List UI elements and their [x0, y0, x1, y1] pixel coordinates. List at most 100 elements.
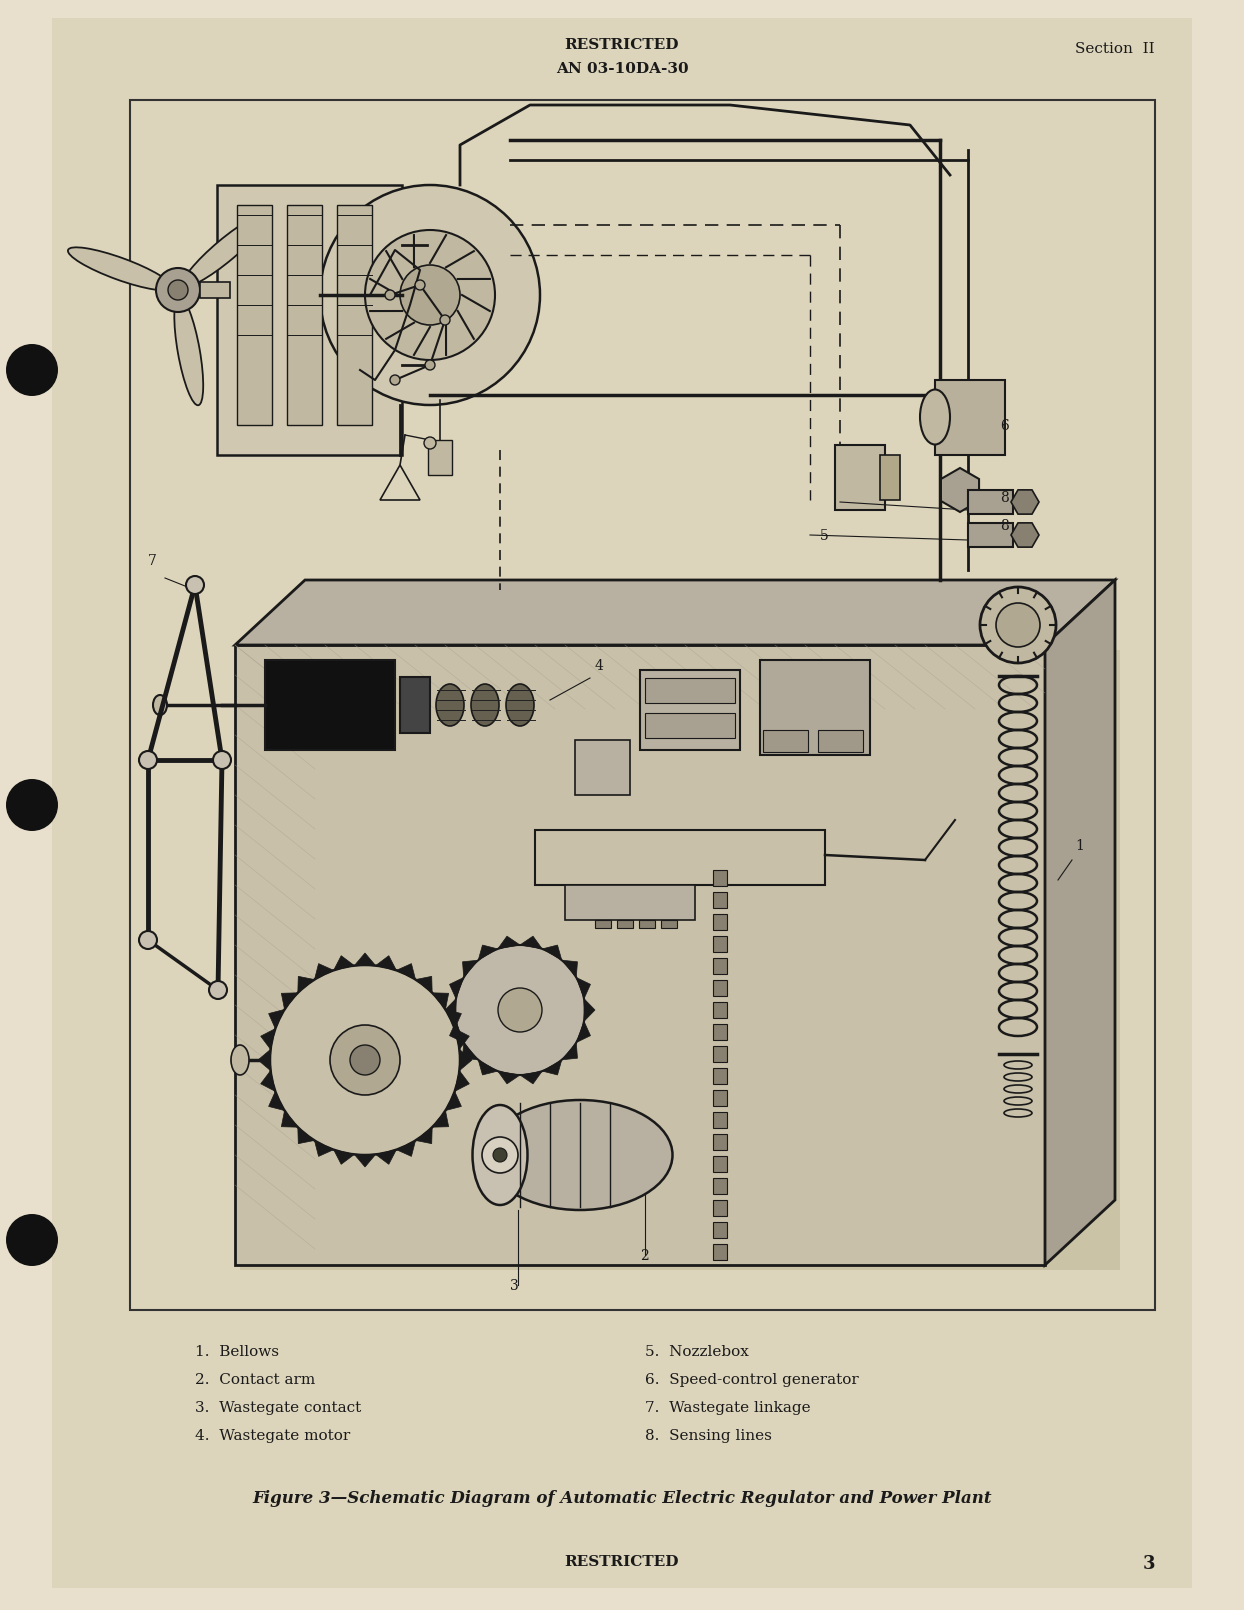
Polygon shape — [258, 1050, 271, 1071]
Polygon shape — [542, 1059, 562, 1075]
Bar — [713, 1245, 726, 1261]
Ellipse shape — [153, 696, 167, 715]
Bar — [235, 646, 1045, 1265]
Polygon shape — [454, 1071, 469, 1092]
Circle shape — [139, 750, 157, 770]
Text: 8: 8 — [1000, 491, 1009, 506]
Bar — [401, 676, 430, 733]
Circle shape — [350, 1045, 379, 1075]
Polygon shape — [478, 945, 498, 960]
Bar — [713, 869, 726, 886]
Polygon shape — [498, 1071, 520, 1084]
Circle shape — [481, 1137, 518, 1174]
Polygon shape — [415, 976, 432, 993]
Bar — [713, 1067, 726, 1084]
Polygon shape — [454, 1029, 469, 1050]
Text: 3: 3 — [510, 1278, 519, 1293]
Polygon shape — [376, 1150, 397, 1164]
Ellipse shape — [183, 214, 269, 287]
Bar — [935, 380, 1005, 456]
Ellipse shape — [921, 390, 950, 444]
Polygon shape — [562, 960, 577, 977]
Circle shape — [425, 361, 435, 370]
Bar — [337, 204, 372, 425]
Polygon shape — [498, 935, 520, 948]
Polygon shape — [449, 977, 464, 998]
Bar — [713, 1090, 726, 1106]
Polygon shape — [397, 1140, 415, 1156]
Bar — [428, 440, 452, 475]
Polygon shape — [315, 1140, 333, 1156]
Bar — [819, 729, 863, 752]
Polygon shape — [583, 998, 595, 1021]
Polygon shape — [520, 935, 542, 948]
Circle shape — [330, 1026, 401, 1095]
Polygon shape — [333, 956, 355, 971]
Polygon shape — [261, 1071, 275, 1092]
Polygon shape — [478, 1059, 498, 1075]
Bar — [763, 729, 809, 752]
Polygon shape — [355, 1154, 376, 1167]
Text: 5: 5 — [820, 530, 829, 543]
Bar — [644, 678, 735, 704]
Ellipse shape — [435, 684, 464, 726]
Text: 4: 4 — [595, 658, 603, 673]
Bar — [287, 204, 322, 425]
Polygon shape — [562, 1043, 577, 1059]
Bar — [617, 919, 633, 927]
Bar — [968, 523, 1013, 547]
Text: RESTRICTED: RESTRICTED — [565, 1555, 679, 1570]
Ellipse shape — [471, 684, 499, 726]
Bar — [238, 204, 272, 425]
Text: 7.  Wastegate linkage: 7. Wastegate linkage — [644, 1401, 811, 1415]
Circle shape — [980, 588, 1056, 663]
Circle shape — [455, 945, 585, 1075]
Bar — [713, 1222, 726, 1238]
Text: 1: 1 — [1075, 839, 1084, 853]
Bar — [713, 935, 726, 952]
Text: 5.  Nozzlebox: 5. Nozzlebox — [644, 1344, 749, 1359]
Bar — [575, 741, 629, 795]
Bar — [200, 282, 230, 298]
Polygon shape — [397, 964, 415, 979]
Polygon shape — [376, 956, 397, 971]
Polygon shape — [449, 1021, 464, 1043]
Bar — [713, 1133, 726, 1150]
Circle shape — [6, 345, 58, 396]
Text: 2.  Contact arm: 2. Contact arm — [195, 1373, 315, 1386]
Ellipse shape — [174, 296, 203, 406]
Circle shape — [156, 267, 200, 312]
Polygon shape — [576, 977, 591, 998]
Circle shape — [498, 989, 542, 1032]
Polygon shape — [445, 1092, 462, 1111]
Bar — [835, 444, 884, 510]
Text: 2: 2 — [639, 1249, 649, 1262]
Circle shape — [996, 604, 1040, 647]
Polygon shape — [432, 993, 449, 1009]
Bar — [661, 919, 677, 927]
Circle shape — [384, 290, 396, 299]
Bar — [595, 919, 611, 927]
Polygon shape — [281, 993, 297, 1009]
Text: 3: 3 — [1142, 1555, 1154, 1573]
Circle shape — [320, 185, 540, 406]
Bar — [713, 1113, 726, 1129]
Text: 8: 8 — [1000, 518, 1009, 533]
Bar — [713, 1156, 726, 1172]
Circle shape — [364, 230, 495, 361]
Bar — [713, 1046, 726, 1063]
Circle shape — [213, 750, 231, 770]
Polygon shape — [355, 953, 376, 966]
Text: 6: 6 — [1000, 419, 1009, 433]
Text: 3.  Wastegate contact: 3. Wastegate contact — [195, 1401, 361, 1415]
Circle shape — [401, 266, 460, 325]
Text: 7: 7 — [148, 554, 157, 568]
Polygon shape — [445, 998, 457, 1021]
Ellipse shape — [231, 1045, 249, 1075]
Text: 8.  Sensing lines: 8. Sensing lines — [644, 1430, 771, 1443]
Polygon shape — [1045, 580, 1115, 1265]
Text: 1.  Bellows: 1. Bellows — [195, 1344, 279, 1359]
Ellipse shape — [473, 1104, 527, 1204]
Bar — [131, 100, 1154, 1311]
Bar — [644, 713, 735, 737]
